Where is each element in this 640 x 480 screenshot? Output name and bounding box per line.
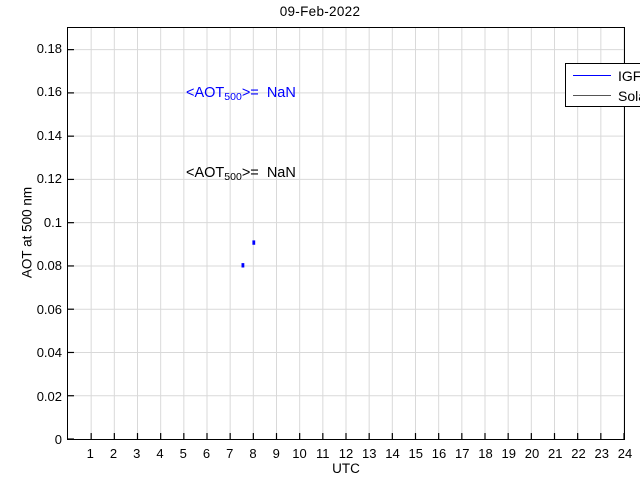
x-tick-label: 9: [272, 446, 280, 461]
y-tick-label: 0: [54, 432, 62, 447]
x-tick-label: 19: [501, 446, 516, 461]
legend-item-igf: IGF: [566, 65, 640, 86]
y-tick-label: 0.14: [36, 127, 62, 143]
y-tick-label: 0.18: [36, 40, 62, 56]
x-tick-label: 5: [179, 446, 187, 461]
x-tick-label: 21: [548, 446, 563, 461]
x-tick-label: 6: [202, 446, 211, 461]
annotation-igf-value: NaN: [266, 85, 296, 101]
x-axis-label: UTC: [332, 461, 360, 476]
legend-label-igf: IGF: [618, 67, 640, 84]
x-tick-label: 23: [594, 446, 609, 461]
legend-label-solaraot: SolarAOT: [618, 87, 640, 104]
annotation-solaraot-mean: <AOT500>= NaN: [186, 166, 296, 182]
annotation-solaraot-suffix: >=: [241, 165, 259, 181]
y-axis-label: AOT at 500 nm: [19, 186, 35, 279]
y-tick-label: 0.1: [43, 214, 62, 230]
y-tick-label: 0.08: [36, 258, 62, 274]
y-tick-label: 0.12: [36, 171, 62, 187]
x-tick-label: 18: [478, 446, 493, 461]
x-tick-label: 15: [408, 446, 423, 461]
annotation-igf-mean: <AOT500>= NaN: [186, 86, 296, 102]
y-tick-label: 0.06: [36, 301, 62, 317]
x-tick-label: 10: [292, 446, 307, 461]
legend-item-solaraot: SolarAOT: [566, 85, 640, 106]
x-tick-label: 17: [455, 446, 470, 461]
x-tick-label: 8: [249, 446, 257, 461]
legend-line-swatch-igf: [573, 75, 611, 76]
plot-area: <AOT500>= NaN <AOT500>= NaN IGF SolarAOT: [67, 27, 640, 440]
x-tick-label: 3: [133, 446, 141, 461]
annotation-solaraot-value: NaN: [266, 165, 296, 181]
y-tick-label: 0.04: [36, 345, 62, 361]
data-point-igf: [252, 240, 256, 245]
x-tick-label: 16: [431, 446, 447, 461]
annotation-igf-subscript: 500: [224, 90, 242, 103]
grid-lines: [68, 28, 624, 439]
x-tick-label: 14: [385, 446, 400, 461]
legend-line-swatch-solaraot: [573, 95, 611, 96]
x-tick-label: 11: [316, 446, 330, 461]
annotation-solaraot-subscript: 500: [224, 170, 242, 183]
annotation-solaraot-prefix: <AOT: [186, 165, 225, 181]
data-point-igf: [241, 263, 245, 268]
chart-title: 09-Feb-2022: [279, 4, 361, 19]
annotation-igf-suffix: >=: [241, 85, 259, 101]
x-tick-label: 20: [524, 446, 540, 461]
annotation-igf-prefix: <AOT: [186, 85, 225, 101]
y-tick-label: 0.02: [36, 388, 62, 404]
data-layer: [241, 240, 256, 268]
x-tick-label: 4: [156, 446, 164, 461]
x-tick-label: 22: [571, 446, 586, 461]
x-tick-label: 2: [109, 446, 118, 461]
y-tick-label: 0.16: [36, 84, 62, 100]
x-tick-label: 24: [617, 446, 633, 461]
x-tick-label: 12: [338, 446, 354, 461]
x-tick-label: 1: [86, 446, 94, 461]
chart-legend: IGF SolarAOT: [565, 63, 640, 107]
x-tick-label: 13: [362, 446, 377, 461]
x-tick-label: 7: [226, 446, 234, 461]
